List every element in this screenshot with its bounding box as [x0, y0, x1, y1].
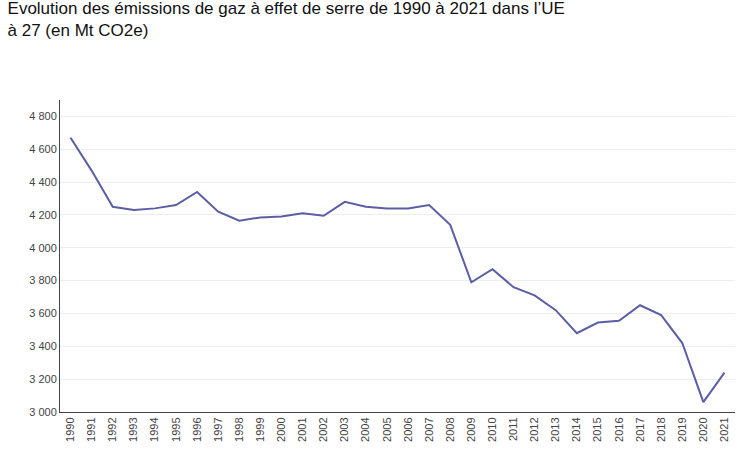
svg-text:3 800: 3 800: [29, 274, 57, 286]
svg-text:2000: 2000: [275, 417, 287, 441]
svg-text:2013: 2013: [549, 417, 561, 441]
svg-text:1996: 1996: [191, 417, 203, 441]
svg-text:3 600: 3 600: [29, 307, 57, 319]
svg-text:2011: 2011: [507, 417, 519, 441]
svg-text:2016: 2016: [613, 417, 625, 441]
svg-text:2004: 2004: [359, 417, 371, 441]
svg-text:2002: 2002: [317, 417, 329, 441]
svg-text:2001: 2001: [296, 417, 308, 441]
svg-text:2005: 2005: [381, 417, 393, 441]
svg-text:1992: 1992: [106, 417, 118, 441]
svg-text:1999: 1999: [254, 417, 266, 441]
svg-text:3 200: 3 200: [29, 373, 57, 385]
svg-text:1993: 1993: [127, 417, 139, 441]
svg-text:2019: 2019: [676, 417, 688, 441]
svg-text:4 400: 4 400: [29, 176, 57, 188]
svg-text:4 200: 4 200: [29, 209, 57, 221]
svg-text:2003: 2003: [338, 417, 350, 441]
svg-text:2009: 2009: [465, 417, 477, 441]
svg-text:Evolution des émissions de gaz: Evolution des émissions de gaz à effet d…: [8, 0, 565, 40]
svg-text:1997: 1997: [212, 417, 224, 441]
svg-text:2010: 2010: [486, 417, 498, 441]
svg-text:4 600: 4 600: [29, 143, 57, 155]
svg-text:4 800: 4 800: [29, 110, 57, 122]
svg-text:1998: 1998: [233, 417, 245, 441]
svg-text:4 000: 4 000: [29, 242, 57, 254]
svg-text:3 400: 3 400: [29, 340, 57, 352]
svg-text:2015: 2015: [591, 417, 603, 441]
svg-text:2006: 2006: [402, 417, 414, 441]
svg-text:2020: 2020: [697, 417, 709, 441]
svg-text:2018: 2018: [655, 417, 667, 441]
svg-text:2014: 2014: [570, 417, 582, 441]
svg-text:1995: 1995: [170, 417, 182, 441]
svg-text:3 000: 3 000: [29, 406, 57, 418]
svg-text:2008: 2008: [444, 417, 456, 441]
svg-text:2017: 2017: [634, 417, 646, 441]
svg-text:2021: 2021: [718, 417, 730, 441]
svg-text:2007: 2007: [423, 417, 435, 441]
svg-text:1991: 1991: [85, 417, 97, 441]
svg-text:2012: 2012: [528, 417, 540, 441]
svg-text:1990: 1990: [64, 417, 76, 441]
svg-text:1994: 1994: [148, 417, 160, 441]
